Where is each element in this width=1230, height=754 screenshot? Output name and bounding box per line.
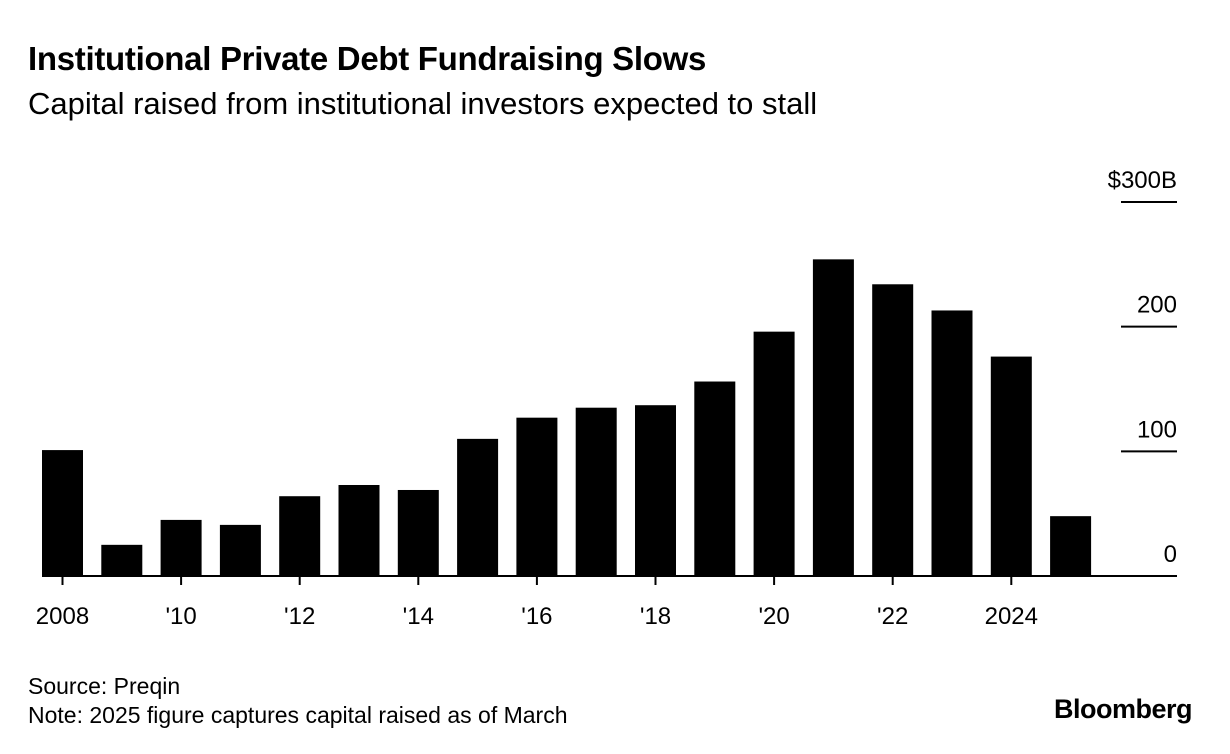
- bar-2011: [219, 524, 261, 576]
- bar-2024: [990, 356, 1032, 576]
- x-tick-label-2014: '14: [403, 603, 434, 630]
- bar-2008: [42, 450, 83, 576]
- bar-2014: [397, 489, 439, 576]
- bar-2010: [160, 519, 202, 576]
- y-tick-label-300: $300B: [1108, 167, 1177, 194]
- bloomberg-logo: Bloomberg: [1053, 694, 1193, 724]
- x-tick-label-2012: '12: [284, 603, 315, 630]
- y-tick-label-0: 0: [1164, 541, 1177, 568]
- bar-2013: [338, 484, 380, 576]
- bar-2023: [931, 310, 973, 576]
- bar-2017: [575, 407, 617, 576]
- bar-2015: [457, 438, 499, 576]
- x-tick-label-2016: '16: [521, 603, 552, 630]
- x-tick-label-2024: 2024: [985, 603, 1038, 630]
- bar-2020: [753, 331, 795, 576]
- footnote: Note: 2025 figure captures capital raise…: [28, 702, 568, 728]
- bar-2022: [872, 284, 914, 576]
- bar-2012: [279, 496, 321, 576]
- bars-group: [42, 259, 1092, 576]
- x-tick-label-2018: '18: [640, 603, 671, 630]
- source-note: Source: Preqin: [28, 673, 181, 699]
- y-tick-label-200: 200: [1137, 292, 1177, 319]
- bar-2018: [635, 405, 676, 576]
- x-axis: 2008 '10 '12 '14 '16 '18 '20 '22 2024: [36, 575, 1177, 630]
- y-tick-label-100: 100: [1137, 416, 1177, 443]
- x-tick-label-2022: '22: [877, 603, 908, 630]
- x-tick-label-2008: 2008: [36, 603, 89, 630]
- chart-title: Institutional Private Debt Fundraising S…: [28, 40, 707, 77]
- bar-2009: [101, 544, 143, 576]
- y-axis: 0 100 200 $300B: [1108, 167, 1177, 568]
- bar-2016: [516, 417, 558, 576]
- chart-subtitle: Capital raised from institutional invest…: [28, 86, 818, 121]
- x-tick-label-2020: '20: [758, 603, 789, 630]
- x-tick-label-2010: '10: [165, 603, 196, 630]
- bar-2019: [694, 381, 736, 576]
- bar-2021: [812, 259, 854, 576]
- bar-2025: [1050, 516, 1092, 576]
